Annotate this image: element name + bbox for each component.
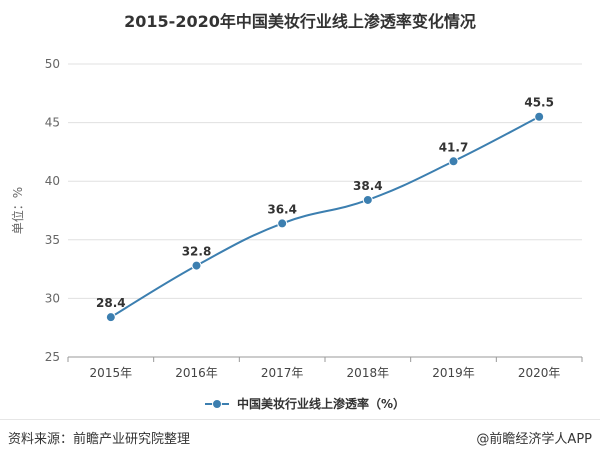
brand-note: @前瞻经济学人APP [476, 432, 592, 447]
footer-divider [0, 419, 600, 420]
x-tick-label: 2017年 [261, 366, 304, 380]
x-tick-label: 2016年 [175, 366, 218, 380]
legend-marker [212, 399, 222, 409]
y-tick-label: 45 [45, 116, 60, 130]
y-tick-label: 40 [45, 174, 60, 188]
x-tick-label: 2015年 [90, 366, 133, 380]
legend-label: 中国美妆行业线上渗透率（%） [237, 396, 405, 411]
data-label: 38.4 [353, 179, 383, 193]
data-label: 45.5 [524, 96, 554, 110]
y-tick-label: 35 [45, 233, 60, 247]
data-point [534, 111, 545, 122]
data-point [191, 260, 202, 271]
x-tick-label: 2020年 [518, 366, 561, 380]
y-tick-label: 50 [45, 57, 60, 71]
y-axis-label: 单位：% [10, 187, 25, 234]
series-line [110, 115, 540, 319]
x-tick-label: 2018年 [347, 366, 390, 380]
data-point [277, 218, 288, 229]
data-label: 41.7 [439, 140, 469, 154]
data-point [362, 194, 373, 205]
y-tick-label: 25 [45, 350, 60, 364]
y-tick-label: 30 [45, 291, 60, 305]
x-tick-label: 2019年 [432, 366, 475, 380]
data-label: 36.4 [267, 202, 297, 216]
data-label: 28.4 [96, 296, 126, 310]
data-point [448, 156, 459, 167]
data-label: 32.8 [182, 245, 212, 259]
chart-title: 2015-2020年中国美妆行业线上渗透率变化情况 [124, 12, 476, 31]
source-note: 资料来源：前瞻产业研究院整理 [8, 432, 191, 447]
data-point [105, 312, 116, 323]
